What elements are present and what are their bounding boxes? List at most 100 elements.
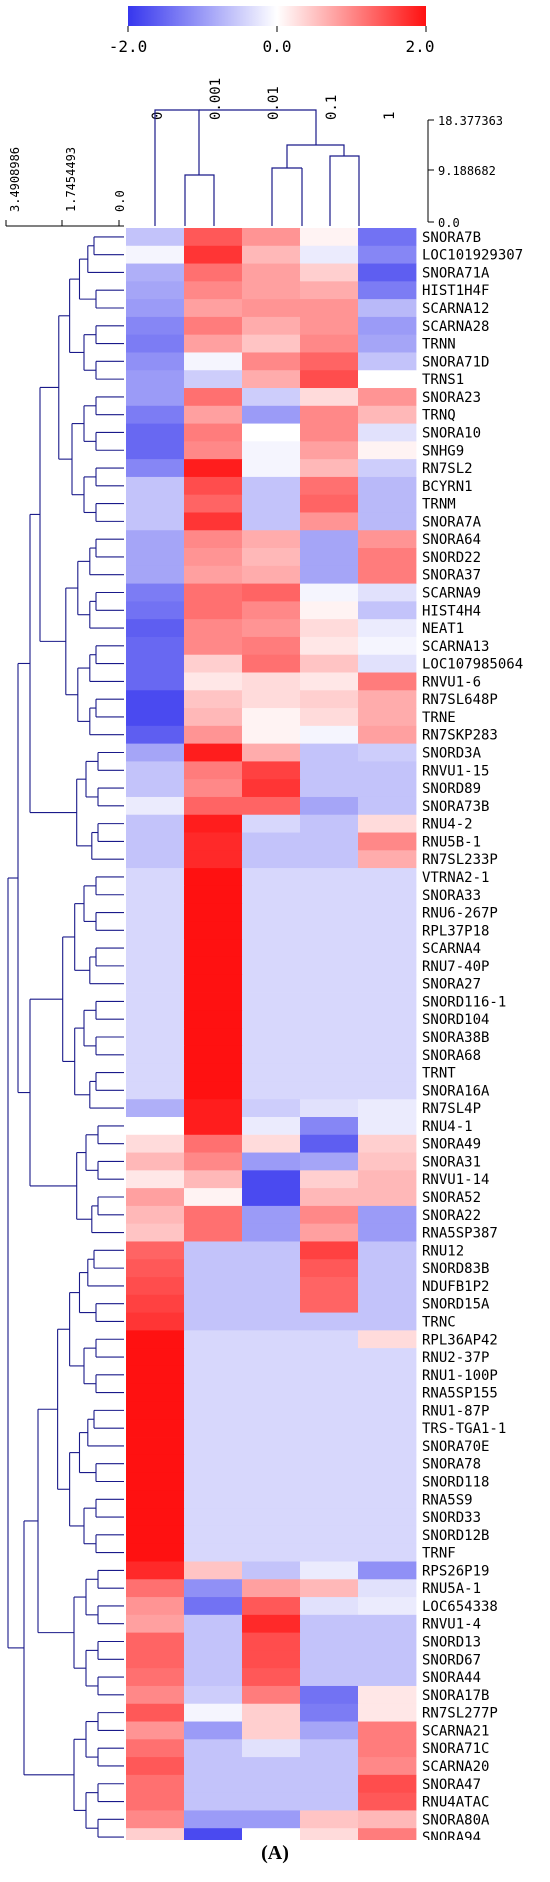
heatmap-cell	[184, 548, 243, 567]
heatmap-cell	[184, 1294, 243, 1313]
heatmap-cell	[242, 1721, 301, 1740]
heatmap-cell	[126, 761, 185, 780]
heatmap-cell	[126, 530, 185, 549]
heatmap-cell	[184, 796, 243, 816]
row-label: SNORA16A	[422, 1083, 490, 1099]
heatmap-cell	[358, 299, 417, 318]
heatmap-cell	[300, 1170, 359, 1189]
heatmap-cell	[300, 1081, 359, 1100]
heatmap-cell	[184, 1579, 243, 1598]
heatmap-cell	[300, 352, 359, 371]
row-label: SNHG9	[422, 443, 464, 459]
heatmap-cell	[300, 1312, 359, 1331]
heatmap-cell	[126, 263, 185, 282]
heatmap-cell	[184, 690, 243, 709]
heatmap-cell	[184, 903, 243, 922]
heatmap-cell	[184, 1792, 243, 1811]
heatmap-cell	[242, 1152, 301, 1171]
heatmap-cell	[184, 565, 243, 584]
row-label: SCARNA4	[422, 941, 481, 957]
heatmap-cell	[126, 1685, 185, 1705]
heatmap-cell	[184, 476, 243, 496]
heatmap-cell	[300, 868, 359, 887]
heatmap-cell	[184, 583, 243, 602]
heatmap-cell	[184, 725, 243, 745]
heatmap-cell	[242, 1774, 301, 1794]
row-label: RNU1-87P	[422, 1403, 489, 1419]
heatmap-cell	[358, 1472, 417, 1491]
row-label: SNORA71D	[422, 354, 489, 370]
heatmap-cell	[300, 1134, 359, 1153]
heatmap-cell	[300, 1383, 359, 1402]
heatmap-cell	[126, 1703, 185, 1722]
row-label: TRNQ	[422, 408, 456, 424]
row-label: SNORA71C	[422, 1741, 489, 1757]
heatmap-cell	[300, 1525, 359, 1545]
heatmap-cell	[126, 921, 185, 940]
heatmap-cell	[242, 1063, 301, 1082]
heatmap-cell	[126, 779, 185, 798]
heatmap-cell	[184, 1543, 243, 1562]
heatmap-cell	[300, 885, 359, 905]
heatmap-cell	[126, 1668, 185, 1687]
heatmap-cell	[300, 1472, 359, 1491]
heatmap-cell	[126, 601, 185, 620]
heatmap-cell	[358, 636, 417, 656]
heatmap-cell	[184, 636, 243, 656]
heatmap-cell	[126, 974, 185, 993]
heatmap-cell	[300, 1188, 359, 1207]
heatmap-cell	[358, 814, 417, 833]
heatmap-cell	[242, 903, 301, 922]
heatmap-cell	[358, 1294, 417, 1313]
heatmap-cell	[184, 370, 243, 389]
row-label: SNORA78	[422, 1457, 481, 1473]
col-scale-bottom: 0.0	[438, 216, 460, 230]
heatmap-cell	[358, 1170, 417, 1189]
heatmap-cell	[300, 299, 359, 318]
heatmap-cell	[126, 1117, 185, 1136]
heatmap-cell	[184, 1668, 243, 1687]
heatmap-cell	[126, 1490, 185, 1509]
heatmap-cell	[184, 1721, 243, 1740]
heatmap-cell	[242, 956, 301, 976]
heatmap-cell	[358, 921, 417, 940]
heatmap-cell	[126, 1134, 185, 1153]
heatmap-cell	[300, 1650, 359, 1669]
heatmap-cell	[358, 1490, 417, 1509]
heatmap-cell	[300, 1774, 359, 1794]
heatmap-cell	[184, 1561, 243, 1580]
heatmap-cell	[242, 974, 301, 993]
heatmap-cell	[300, 1419, 359, 1438]
row-label: RN7SL2	[422, 461, 473, 477]
heatmap-cell	[242, 228, 301, 247]
heatmap-cell	[300, 1063, 359, 1082]
heatmap-cell	[300, 370, 359, 389]
heatmap-cell	[184, 956, 243, 976]
heatmap-cell	[358, 903, 417, 922]
heatmap-cell	[126, 388, 185, 407]
heatmap-cell	[300, 708, 359, 727]
heatmap-cell	[358, 1045, 417, 1065]
row-label: SCARNA9	[422, 585, 481, 601]
heatmap-cell	[242, 1437, 301, 1456]
row-label: SNORA10	[422, 425, 481, 441]
heatmap-cell	[242, 1757, 301, 1776]
heatmap-cell	[126, 956, 185, 976]
heatmap-cell	[126, 1810, 185, 1829]
heatmap-cell	[300, 512, 359, 531]
heatmap-cell	[184, 601, 243, 620]
row-label: RNA5SP155	[422, 1386, 498, 1402]
heatmap-cell	[126, 1774, 185, 1794]
heatmap-cell	[184, 921, 243, 940]
heatmap-cell	[242, 423, 301, 442]
colorbar-ticks	[127, 26, 427, 32]
heatmap-cell	[184, 1685, 243, 1705]
heatmap-cell	[126, 1312, 185, 1331]
heatmap-cell	[184, 1525, 243, 1545]
heatmap-cell	[300, 1490, 359, 1509]
heatmap-cell	[184, 1223, 243, 1242]
heatmap-cell	[358, 1774, 417, 1794]
heatmap-cell	[358, 1561, 417, 1580]
heatmap-cell	[184, 850, 243, 869]
col-scale-top: 18.377363	[438, 114, 503, 128]
